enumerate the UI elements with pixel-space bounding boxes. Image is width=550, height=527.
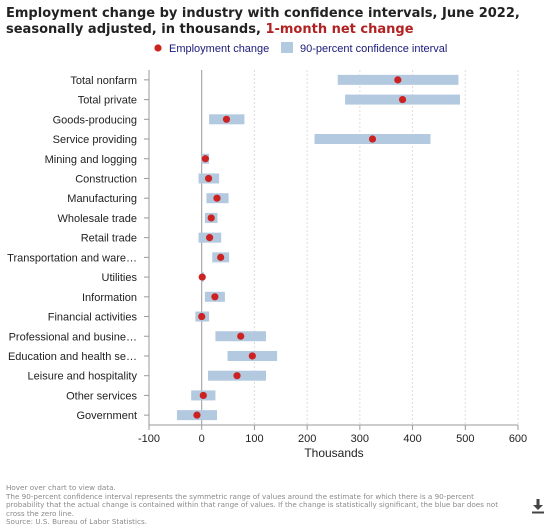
category-label: Utilities	[102, 272, 138, 284]
category-label: Total private	[78, 95, 137, 107]
category-label: Wholesale trade	[58, 213, 138, 225]
category-label: Leisure and hospitality	[28, 371, 138, 383]
x-tick-label: 0	[199, 433, 205, 445]
change-point[interactable]	[222, 115, 231, 123]
change-point[interactable]	[394, 76, 402, 84]
x-axis-label: Thousands	[304, 446, 363, 460]
change-point[interactable]	[193, 411, 201, 419]
category-label: Mining and logging	[45, 154, 137, 166]
footer-hint: Hover over chart to view data.	[6, 483, 116, 492]
footer-note: The 90-percent confidence interval repre…	[6, 491, 499, 518]
category-label: Retail trade	[81, 233, 137, 245]
change-points	[193, 76, 407, 419]
change-point[interactable]	[237, 332, 245, 340]
category-label: Transportation and ware…	[7, 252, 137, 264]
legend: Employment change 90-percent confidence …	[154, 42, 447, 55]
category-label: Information	[82, 292, 137, 304]
interval-bars	[176, 74, 461, 421]
change-point[interactable]	[198, 273, 206, 281]
chart-title: Employment change by industry with confi…	[6, 6, 536, 38]
change-point[interactable]	[217, 253, 225, 261]
x-tick-labels: -100 0 100 200 300 400 500 600	[138, 433, 527, 445]
footer: Hover over chart to view data. The 90-pe…	[6, 483, 506, 527]
change-point[interactable]	[206, 234, 214, 242]
change-point[interactable]	[248, 352, 256, 360]
x-tick-label: 300	[351, 433, 369, 445]
legend-point-label: Employment change	[169, 43, 269, 55]
category-labels: Total nonfarm Total private Goods-producin…	[7, 75, 137, 422]
x-tick-label: 400	[403, 433, 421, 445]
category-label: Other services	[66, 390, 137, 402]
download-icon[interactable]	[531, 498, 545, 514]
chart-title-highlight: 1-month net change	[265, 22, 414, 37]
x-tick-label: 500	[456, 433, 474, 445]
chart-title-main: Employment change by industry with confi…	[6, 6, 520, 37]
gridlines	[144, 70, 519, 430]
change-point[interactable]	[398, 95, 407, 104]
change-point[interactable]	[199, 391, 207, 400]
change-point[interactable]	[213, 194, 221, 202]
category-label: Financial activities	[48, 312, 138, 324]
change-point[interactable]	[368, 135, 377, 143]
category-label: Construction	[75, 173, 137, 185]
category-label: Professional and busine…	[9, 331, 137, 343]
x-tick-label: -100	[138, 433, 160, 445]
legend-point-marker	[154, 44, 162, 52]
change-point[interactable]	[211, 293, 219, 301]
category-label: Goods-producing	[53, 114, 137, 126]
change-point[interactable]	[207, 214, 215, 222]
category-label: Government	[76, 410, 137, 422]
category-label: Manufacturing	[67, 193, 137, 205]
category-label: Total nonfarm	[70, 75, 137, 87]
change-point[interactable]	[233, 372, 241, 380]
category-label: Service providing	[53, 134, 137, 146]
x-tick-label: 100	[245, 433, 263, 445]
category-label: Education and health se…	[8, 351, 137, 363]
footer-source: Source: U.S. Bureau of Labor Statistics.	[6, 517, 147, 527]
x-tick-label: 600	[509, 433, 527, 445]
change-point[interactable]	[198, 312, 206, 321]
x-tick-label: 200	[298, 433, 316, 445]
change-point[interactable]	[201, 155, 210, 163]
change-point[interactable]	[204, 174, 213, 183]
legend-interval-marker	[281, 42, 293, 53]
legend-interval-label: 90-percent confidence interval	[300, 43, 447, 55]
